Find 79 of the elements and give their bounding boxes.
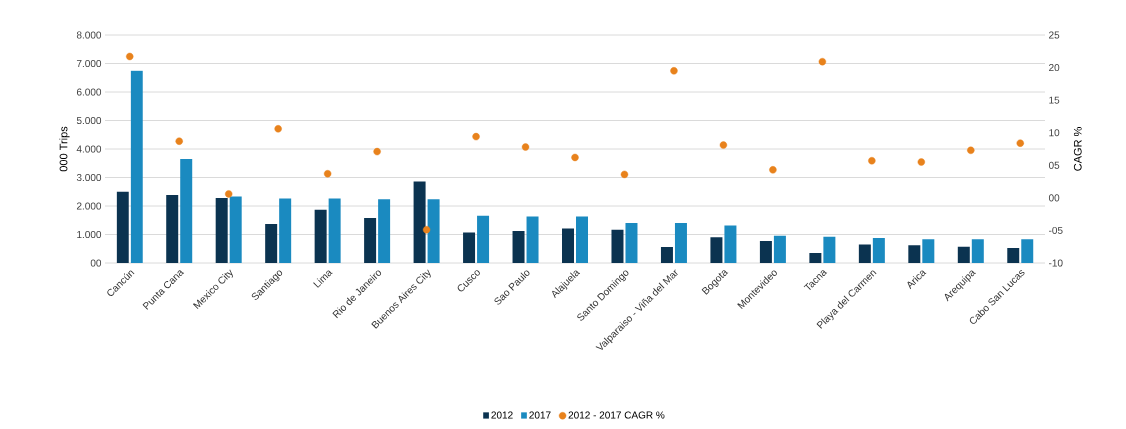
- bar: [265, 223, 278, 263]
- bar: [957, 246, 970, 263]
- bar: [427, 199, 440, 263]
- bar: [378, 199, 391, 263]
- point: [620, 170, 629, 179]
- bar: [463, 232, 476, 263]
- bar: [116, 191, 129, 263]
- point: [917, 158, 926, 166]
- y2-tick-label: 25: [1049, 31, 1060, 39]
- bar: [180, 158, 193, 263]
- y-tick-label: 7.000: [76, 59, 102, 68]
- bar: [576, 216, 589, 263]
- y2-tick-label: 10: [1049, 129, 1060, 137]
- bar: [660, 247, 673, 263]
- bar: [413, 181, 426, 263]
- point: [868, 157, 876, 165]
- bar: [328, 198, 341, 263]
- y-tick-label: 8.000: [76, 31, 102, 39]
- bar: [809, 253, 822, 263]
- legend-label: 2012 - 2017 CAGR %: [568, 411, 665, 419]
- bar: [166, 194, 179, 263]
- y2-tick-label: 20: [1049, 64, 1060, 72]
- point: [472, 132, 480, 141]
- y2-tick-label: -05: [1048, 226, 1063, 234]
- point: [571, 153, 579, 162]
- bar: [364, 217, 377, 263]
- point: [1016, 139, 1024, 147]
- bar: [625, 223, 638, 263]
- point: [818, 58, 827, 66]
- legend-label: 2017: [529, 411, 551, 419]
- point: [769, 166, 777, 174]
- bar: [215, 198, 228, 263]
- bar: [279, 198, 292, 263]
- point: [126, 52, 134, 61]
- bar: [710, 237, 723, 263]
- y2-tick-label: 15: [1049, 96, 1060, 104]
- point: [274, 125, 282, 133]
- y-tick-label: 4.000: [76, 145, 102, 153]
- bar: [1021, 239, 1034, 263]
- y2-tick-label: 05: [1048, 161, 1060, 169]
- point: [967, 146, 975, 154]
- y-tick-label: 5.000: [76, 116, 102, 125]
- point: [373, 147, 381, 156]
- bar: [823, 236, 836, 263]
- bar: [872, 237, 885, 263]
- bar: [858, 244, 871, 263]
- point: [719, 141, 728, 149]
- bar: [562, 228, 575, 263]
- bar: [1007, 247, 1020, 263]
- legend-label: 2012: [491, 411, 513, 419]
- point: [224, 190, 233, 198]
- bar: [314, 209, 327, 263]
- bar: [229, 196, 242, 263]
- y-tick-label: 6.000: [76, 88, 102, 96]
- y-tick-label: 1.000: [77, 230, 102, 239]
- y2-tick-label: -10: [1048, 259, 1063, 267]
- bar: [971, 239, 984, 263]
- point: [175, 137, 183, 145]
- bar: [674, 223, 687, 263]
- bar: [526, 216, 539, 263]
- point: [422, 226, 431, 234]
- point: [323, 170, 332, 178]
- bar: [922, 239, 935, 263]
- bar: [512, 231, 525, 263]
- point: [670, 67, 678, 75]
- y-tick-label: 00: [90, 259, 102, 267]
- bar: [477, 215, 490, 263]
- y-axis-title: 000 Trips: [59, 126, 70, 172]
- bar: [611, 229, 624, 263]
- bar: [130, 70, 143, 263]
- bar: [724, 225, 737, 263]
- point: [521, 143, 530, 151]
- y-tick-label: 3.000: [76, 173, 102, 182]
- bar: [908, 245, 921, 263]
- y-tick-label: 2.000: [76, 202, 102, 210]
- y2-tick-label: 00: [1048, 194, 1060, 202]
- y2-axis-title: CAGR %: [1073, 127, 1082, 171]
- bar: [773, 235, 786, 263]
- bar: [759, 241, 772, 263]
